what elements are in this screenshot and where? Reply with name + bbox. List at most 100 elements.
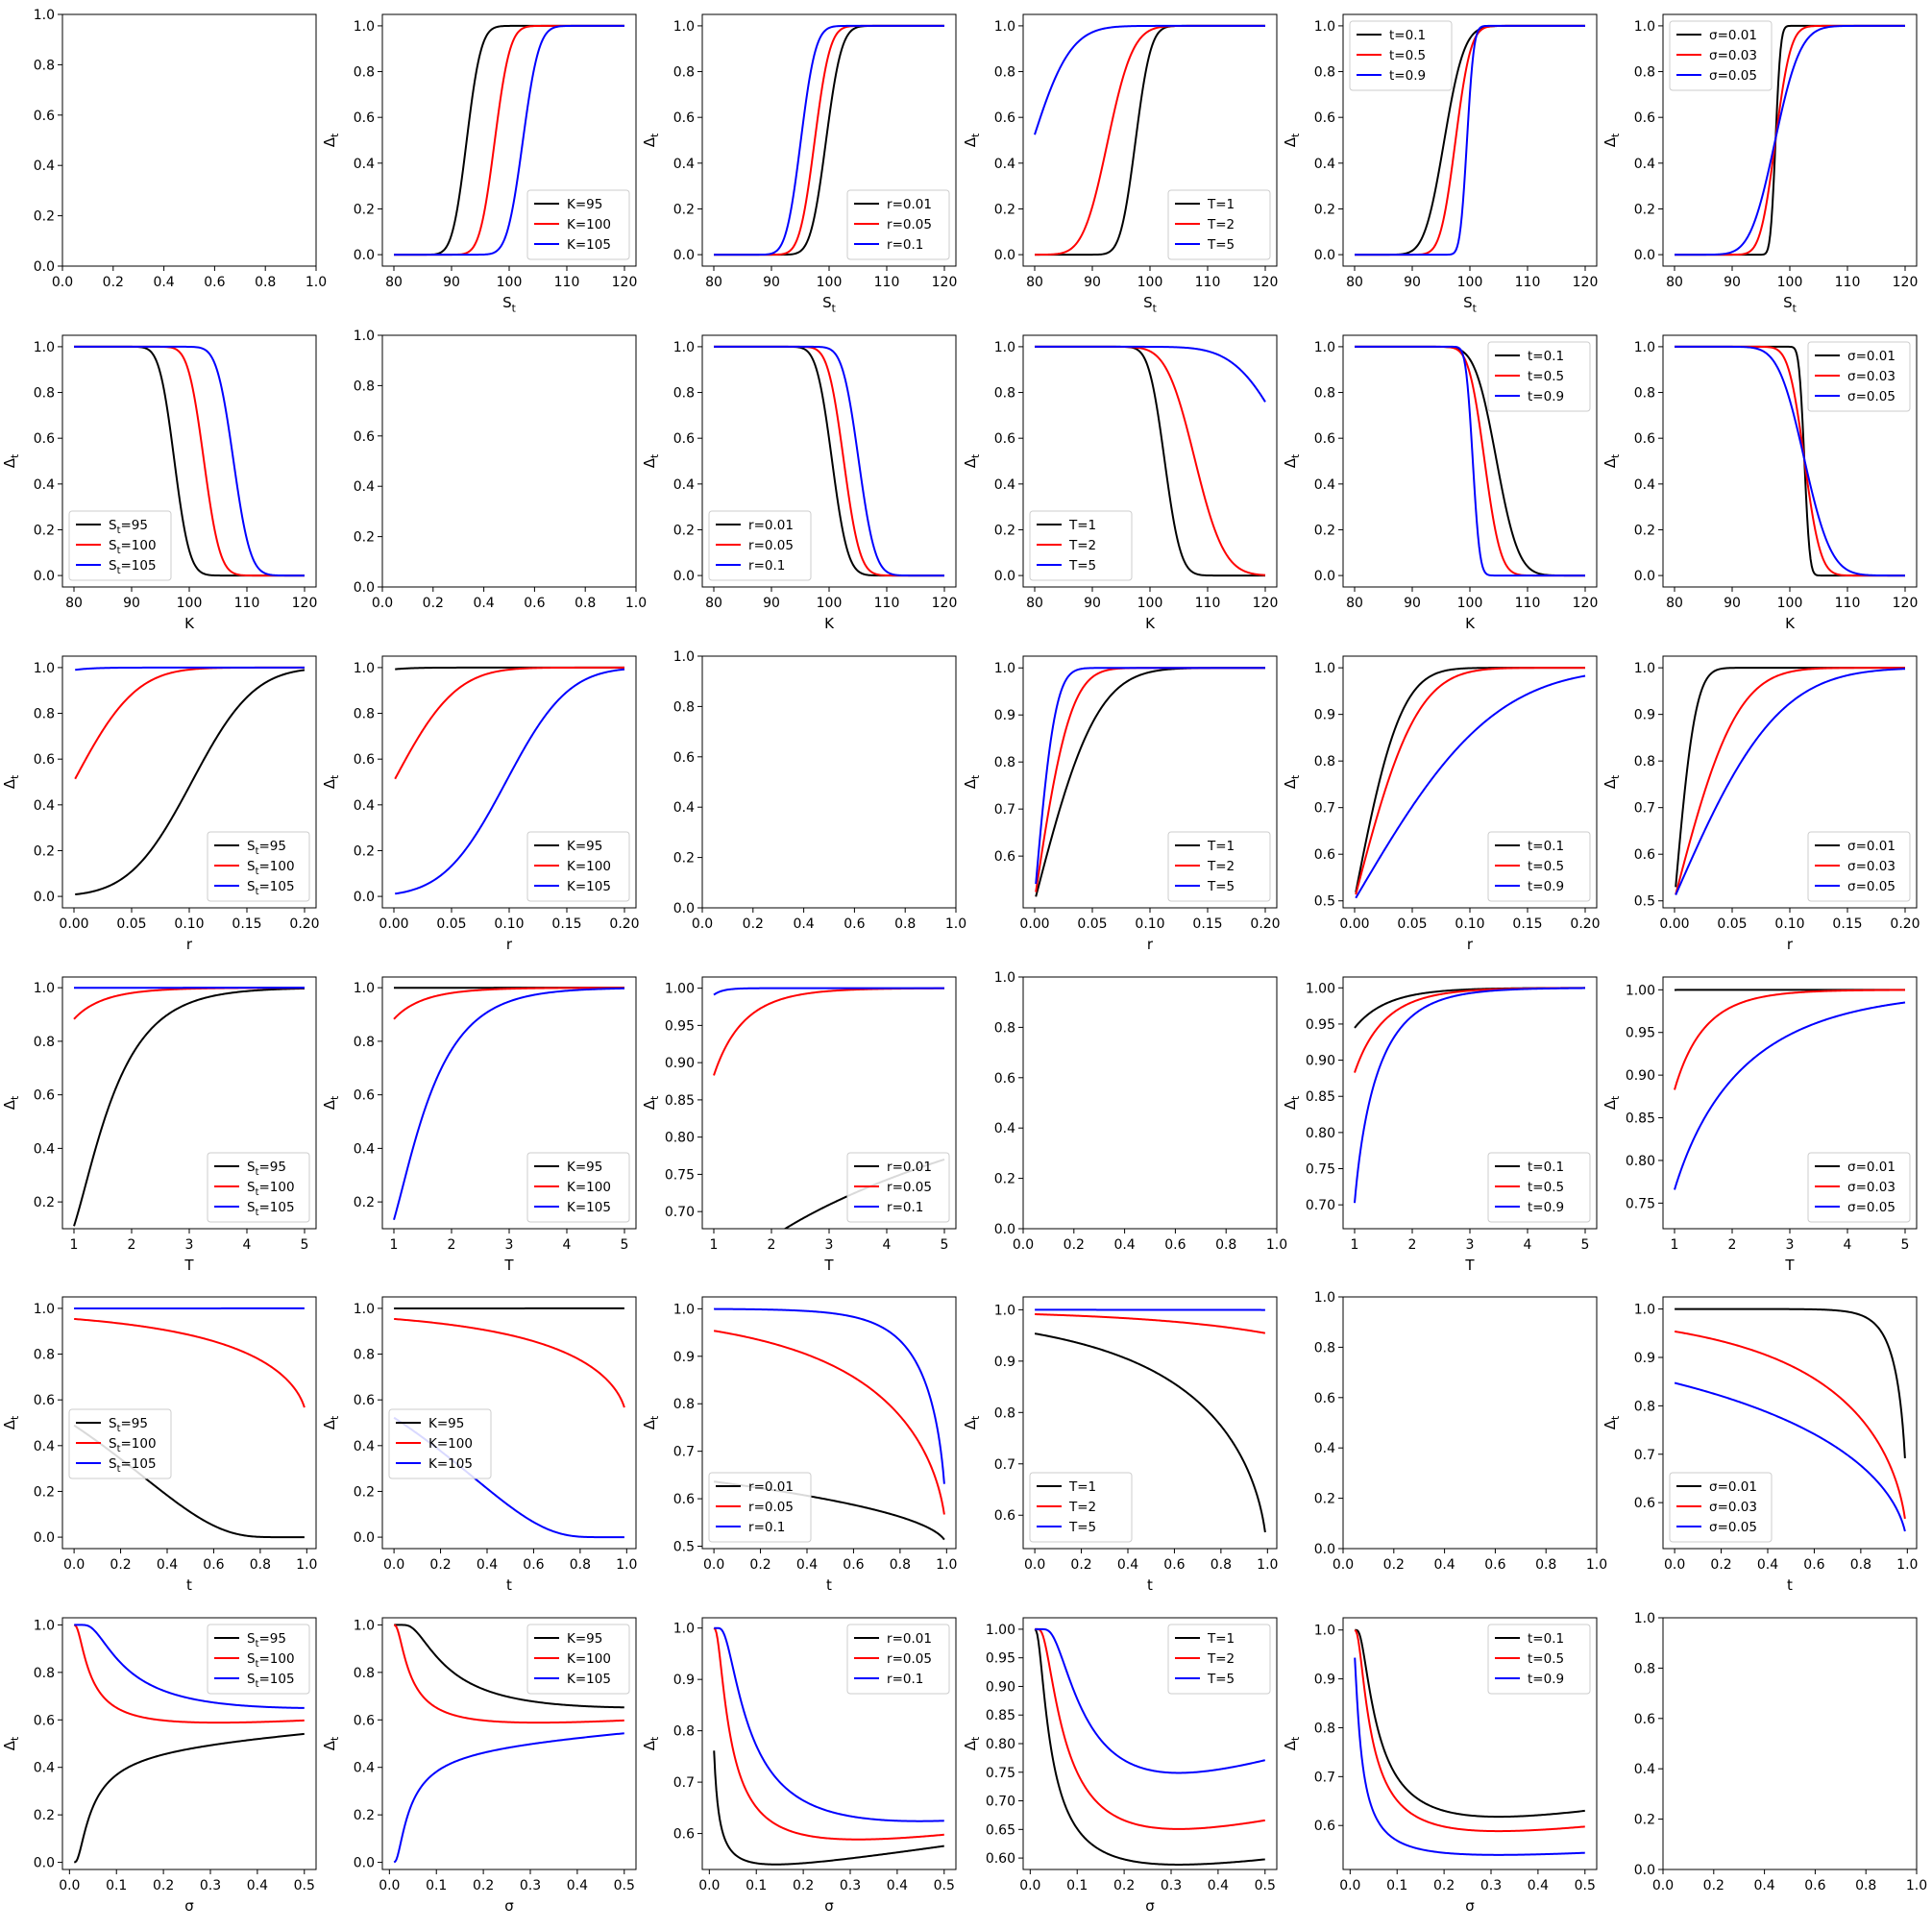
legend-entry: T=2	[1068, 538, 1096, 553]
legend-entry: r=0.1	[748, 558, 785, 574]
empty-panel-4-4: 0.00.0 0.2 0.2 0.4 0.4 0.6 0.6 0.8 0.8 1.0 1.0	[1314, 1290, 1607, 1573]
y-tick-label: 1.0	[1314, 340, 1335, 355]
curves	[74, 666, 306, 896]
x-tick-label: 0.0	[1339, 1878, 1360, 1893]
y-tick-label: 0.8	[1314, 386, 1335, 402]
y-tick-label: 1.0	[1634, 19, 1655, 35]
legend-entry: r=0.1	[748, 1520, 785, 1535]
x-tick-label: 120	[1893, 275, 1919, 290]
y-axis-label: Δt	[1282, 1095, 1302, 1110]
x-tick-label: 3	[825, 1237, 834, 1253]
x-tick-label: 0.1	[106, 1878, 127, 1893]
curves	[73, 1624, 305, 1864]
y-tick-label: 0.0	[994, 248, 1015, 263]
curves	[1354, 1628, 1585, 1856]
legend-entry: K=95	[567, 839, 602, 854]
y-tick-label: 0.6	[354, 1393, 375, 1408]
curves	[1675, 667, 1906, 895]
y-tick-label: 0.2	[1634, 1813, 1655, 1828]
x-tick-label: 90	[1724, 596, 1741, 611]
y-axis-label: Δt	[1, 453, 21, 468]
y-tick-label: 0.0	[34, 1530, 55, 1546]
y-tick-label: 0.8	[354, 1035, 375, 1050]
y-tick-label: 0.90	[1626, 1068, 1655, 1084]
y-tick-label: 1.0	[1314, 19, 1335, 35]
axes-frame	[381, 1617, 637, 1870]
y-tick-label: 1.00	[1626, 983, 1655, 998]
series-T-5	[1035, 1627, 1266, 1774]
y-tick-label: 1.00	[1306, 981, 1335, 996]
y-tick-label: 0.2	[673, 851, 695, 867]
y-tick-label: 0.8	[354, 1348, 375, 1363]
curves	[1035, 345, 1266, 577]
legend-entry: σ=0.01	[1709, 1479, 1757, 1495]
y-tick-label: 0.8	[1634, 1399, 1655, 1414]
y-axis-label: Δt	[1, 1095, 21, 1110]
y-tick-label: 0.4	[34, 1141, 55, 1157]
x-tick-label: 90	[1084, 596, 1101, 611]
y-tick-label: 0.4	[673, 800, 695, 816]
legend-entry: T=1	[1068, 518, 1096, 533]
y-tick-label: 1.0	[354, 661, 375, 676]
y-tick-label: 1.0	[1314, 1624, 1335, 1639]
y-tick-label: 0.4	[354, 798, 375, 814]
panel-St-vs-r: 80 90 100 110 120 St 0.0 0.2 0.4 0.6 0.8 1.0 Δt r=0.0…	[641, 13, 957, 315]
x-tick-label: 0.5	[614, 1878, 635, 1893]
x-tick-label: 0.3	[520, 1878, 541, 1893]
legend: t=0.1 t=0.5 t=0.9	[1487, 831, 1591, 902]
x-tick-label: 0.0	[692, 916, 713, 932]
legend-entry: r=0.1	[887, 1672, 923, 1687]
y-tick-label: 0.5	[673, 1540, 695, 1555]
series-r-0.05	[713, 1627, 944, 1841]
legend: St=95 St=100 St=105	[207, 1152, 310, 1223]
y-tick-label: 0.9	[673, 1350, 695, 1365]
y-tick-label: 0.0	[354, 1856, 375, 1871]
x-tick-label: 0.0	[1652, 1878, 1674, 1893]
panel-t-vs-r: 0.0 0.2 0.4 0.6 0.8 1.0 t 0.5 0.6 0.7 0.8 0.9 1.0 Δt r…	[641, 1296, 957, 1594]
x-tick-label: 4	[563, 1237, 572, 1253]
y-axis-label: Δt	[962, 453, 982, 468]
x-tick-label: 120	[1573, 275, 1599, 290]
legend-entry: σ=0.03	[1847, 859, 1895, 874]
y-axis-label: Δt	[1, 774, 21, 789]
y-tick-label: 0.0	[673, 901, 695, 916]
x-tick-label: 0.2	[1710, 1557, 1731, 1573]
y-tick-label: 1.0	[673, 649, 695, 665]
axes-frame	[1342, 1296, 1598, 1550]
curves	[1034, 1627, 1266, 1866]
panel-K-vs-t: 80 90 100 110 120K0.00.20.40.60.81.0Δtt=0.1t…	[1282, 334, 1598, 632]
x-tick-label: 1.0	[1906, 1878, 1927, 1893]
x-tick-label: 0.00	[1019, 916, 1049, 932]
x-tick-label: 0.00	[59, 916, 88, 932]
legend: t=0.1 t=0.5 t=0.9	[1487, 341, 1591, 412]
y-axis-label: Δt	[1602, 1095, 1622, 1110]
y-tick-label: 0.6	[1634, 847, 1655, 863]
y-tick-label: 0.6	[673, 750, 695, 766]
x-tick-label: 0.2	[473, 1878, 494, 1893]
legend-entry: K=95	[567, 197, 602, 212]
y-tick-label: 0.6	[994, 849, 1015, 865]
x-tick-label: 0.0	[1019, 1878, 1040, 1893]
y-tick-label: 0.2	[1314, 202, 1335, 217]
y-tick-label: 0.4	[994, 1121, 1015, 1136]
x-tick-label: 110	[1515, 275, 1541, 290]
x-tick-label: 2	[128, 1237, 136, 1253]
empty-panel-5-5: 0.00.0 0.2 0.2 0.4 0.4 0.6 0.6 0.8 0.8 1.0 1.0	[1634, 1611, 1927, 1893]
legend-entry: K=100	[567, 859, 611, 874]
x-tick-label: 80	[65, 596, 83, 611]
y-tick-label: 0.5	[1634, 894, 1655, 910]
legend-entry: T=5	[1068, 1520, 1096, 1535]
x-tick-label: 0.4	[1113, 1237, 1135, 1253]
legend-entry: St=100	[247, 1651, 295, 1670]
y-tick-label: 0.95	[986, 1651, 1015, 1667]
panel-K-vs-sigma: 80 90 100 110 120 K 0.0 0.2 0.4 0.6 0.8 1.0 Δt σ=0.01…	[1602, 334, 1918, 632]
legend: r=0.01 r=0.05 r=0.1	[846, 1152, 950, 1223]
legend-entry: St=100	[109, 1436, 157, 1454]
y-tick-label: 0.4	[354, 1141, 375, 1157]
curves	[1354, 987, 1586, 1204]
y-tick-label: 0.2	[1634, 202, 1655, 217]
y-tick-label: 0.75	[665, 1167, 695, 1183]
y-tick-label: 0.85	[1306, 1089, 1335, 1105]
x-tick-label: 0.10	[174, 916, 204, 932]
y-tick-label: 0.7	[673, 1445, 695, 1460]
